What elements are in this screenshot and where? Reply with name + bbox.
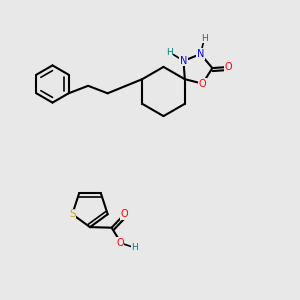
Text: O: O (199, 79, 206, 88)
Text: O: O (121, 209, 128, 219)
Text: O: O (116, 238, 124, 248)
Text: N: N (197, 49, 204, 59)
Text: H: H (166, 48, 173, 57)
Text: N: N (180, 56, 187, 66)
Text: H: H (132, 243, 138, 252)
Text: S: S (69, 209, 76, 219)
Text: O: O (225, 62, 232, 72)
Text: H: H (201, 34, 208, 43)
